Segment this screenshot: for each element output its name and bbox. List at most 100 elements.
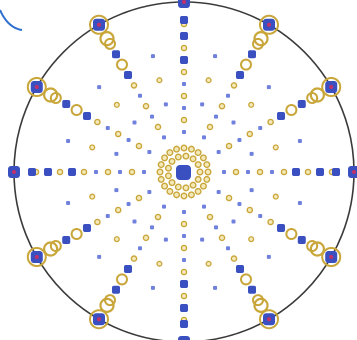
gold-atom	[180, 116, 188, 124]
gold-atom	[104, 168, 112, 176]
blue-atom	[182, 130, 186, 134]
gold-ring-atom	[99, 297, 115, 313]
center-ring-dot	[173, 191, 181, 199]
center-ring-dot	[156, 168, 164, 176]
gold-ring-atom	[309, 87, 325, 103]
gold-atom	[94, 118, 101, 126]
pen-mark	[0, 9, 23, 31]
gold-atom	[180, 220, 188, 228]
gold-atom	[206, 123, 214, 131]
gold-atom	[113, 236, 120, 243]
gold-atom	[267, 218, 274, 226]
gold-atom	[256, 168, 264, 176]
blue-atom	[202, 204, 206, 209]
rim-atom	[178, 336, 190, 340]
center-ring	[156, 144, 212, 200]
blue-atom	[246, 170, 250, 174]
rim-gold-halo	[26, 77, 47, 97]
gold-atom	[156, 260, 163, 267]
blue-atom	[138, 246, 142, 251]
center-ring-dot	[203, 161, 211, 169]
rim-atom-core	[34, 255, 39, 259]
blue-atom	[236, 71, 244, 80]
gold-atom	[135, 142, 143, 150]
blue-atom	[202, 135, 206, 140]
blue-atom	[258, 126, 263, 130]
gold-atom	[114, 206, 122, 214]
gold-atom	[70, 104, 83, 116]
blue-atom	[214, 114, 218, 119]
center-ring-dot	[182, 152, 190, 160]
gold-atom	[285, 104, 298, 116]
blue-atom	[163, 237, 168, 242]
blue-atom	[249, 188, 254, 193]
center-ring-dot	[157, 175, 165, 183]
blue-atom	[292, 168, 300, 176]
gold-atom	[128, 168, 136, 176]
gold-atom	[246, 206, 254, 214]
blue-atom	[94, 170, 98, 174]
blue-atom	[236, 264, 244, 273]
gold-atom	[89, 193, 96, 200]
blue-atom	[200, 237, 205, 242]
gold-atom	[142, 102, 150, 110]
blue-atom	[270, 170, 274, 174]
center-ring-dot	[174, 183, 182, 191]
blue-atom	[297, 100, 306, 108]
blue-atom	[297, 201, 302, 206]
center-ring-dot	[164, 164, 172, 172]
blue-atom	[150, 114, 154, 119]
gold-atom	[56, 168, 64, 176]
blue-atom	[62, 236, 71, 244]
rim-atom-core	[34, 85, 39, 89]
blue-atom	[276, 224, 285, 232]
center-ring-dot	[199, 182, 207, 190]
center-ring-dot	[189, 181, 197, 189]
blue-atom	[231, 120, 236, 125]
center-core	[176, 165, 191, 180]
blue-atom	[162, 135, 166, 140]
blue-atom	[180, 304, 188, 312]
gold-atom	[154, 123, 162, 131]
blue-atom	[66, 138, 71, 143]
blue-atom	[28, 168, 36, 176]
rim-atom-core	[329, 255, 334, 259]
gold-atom	[272, 193, 279, 200]
gold-atom	[180, 44, 188, 52]
center-ring-dot	[187, 145, 195, 153]
gold-ring-atom	[253, 31, 269, 47]
rim-gold-halo	[89, 309, 109, 330]
gold-ring-atom	[43, 241, 59, 257]
center-ring-dot	[203, 175, 211, 183]
center-ring-dot	[157, 161, 165, 169]
blue-atom	[297, 236, 306, 244]
gold-atom	[232, 168, 240, 176]
gold-atom	[180, 92, 188, 100]
rim-gold-halo	[259, 14, 279, 35]
radial-spokes	[8, 0, 357, 340]
blue-atom	[213, 54, 218, 59]
rim-atom-core	[12, 170, 16, 174]
center-ring-dot	[194, 187, 202, 195]
blue-atom	[66, 201, 71, 206]
blue-atom	[83, 112, 92, 120]
blue-atom	[182, 258, 186, 262]
blue-atom	[266, 85, 271, 90]
gold-atom	[206, 213, 214, 221]
rim-gold-halo	[89, 14, 109, 35]
blue-atom	[132, 219, 137, 224]
gold-ring-atom	[253, 297, 269, 313]
rim-atom-core	[267, 317, 271, 322]
rim-gold-halo	[321, 247, 342, 267]
gold-atom	[285, 228, 298, 240]
rim-atom-core	[97, 317, 101, 322]
blue-atom	[112, 50, 120, 59]
gold-atom	[156, 77, 163, 84]
blue-atom	[105, 214, 110, 218]
center-ring-dot	[180, 192, 188, 200]
blue-atom	[147, 190, 152, 194]
blue-atom	[114, 151, 119, 156]
blue-atom	[124, 264, 132, 273]
gold-atom	[248, 101, 255, 108]
